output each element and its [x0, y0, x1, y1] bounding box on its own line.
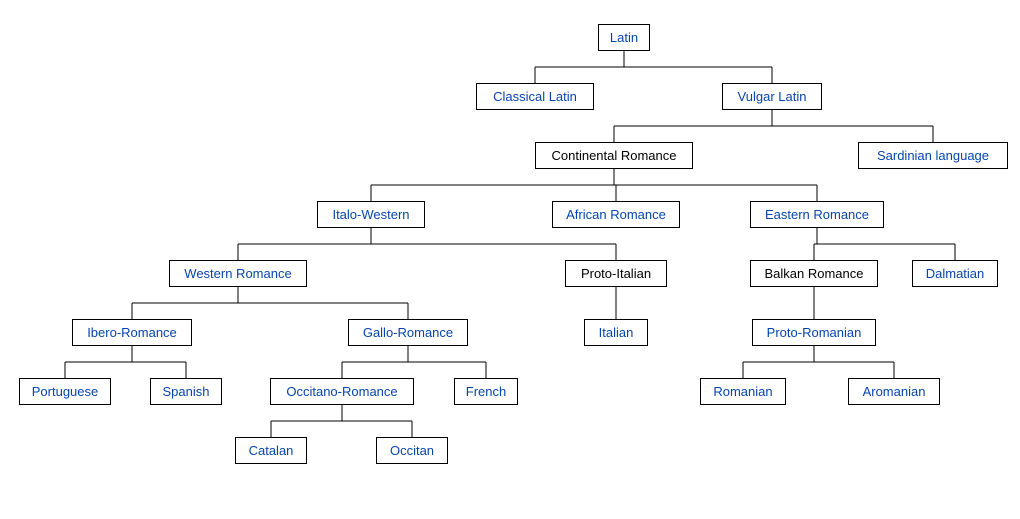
- node-continental-romance: Continental Romance: [535, 142, 693, 169]
- node-african-romance[interactable]: African Romance: [552, 201, 680, 228]
- node-occitano-romance[interactable]: Occitano-Romance: [270, 378, 414, 405]
- node-label: Italo-Western: [332, 207, 409, 222]
- node-vulgar-latin[interactable]: Vulgar Latin: [722, 83, 822, 110]
- node-label: Latin: [610, 30, 638, 45]
- node-label: Balkan Romance: [765, 266, 864, 281]
- node-label: Romanian: [713, 384, 772, 399]
- node-ibero-romance[interactable]: Ibero-Romance: [72, 319, 192, 346]
- node-portuguese[interactable]: Portuguese: [19, 378, 111, 405]
- node-spanish[interactable]: Spanish: [150, 378, 222, 405]
- node-label: Gallo-Romance: [363, 325, 453, 340]
- node-label: Sardinian language: [877, 148, 989, 163]
- node-label: Eastern Romance: [765, 207, 869, 222]
- node-label: Vulgar Latin: [738, 89, 807, 104]
- node-gallo-romance[interactable]: Gallo-Romance: [348, 319, 468, 346]
- node-eastern-romance[interactable]: Eastern Romance: [750, 201, 884, 228]
- node-label: Aromanian: [863, 384, 926, 399]
- node-latin[interactable]: Latin: [598, 24, 650, 51]
- node-italian[interactable]: Italian: [584, 319, 648, 346]
- node-label: Occitano-Romance: [286, 384, 397, 399]
- node-label: Ibero-Romance: [87, 325, 177, 340]
- node-label: Proto-Romanian: [767, 325, 862, 340]
- node-balkan-romance: Balkan Romance: [750, 260, 878, 287]
- node-label: Spanish: [163, 384, 210, 399]
- node-label: Western Romance: [184, 266, 291, 281]
- node-aromanian[interactable]: Aromanian: [848, 378, 940, 405]
- node-proto-romanian[interactable]: Proto-Romanian: [752, 319, 876, 346]
- node-dalmatian[interactable]: Dalmatian: [912, 260, 998, 287]
- node-italo-western[interactable]: Italo-Western: [317, 201, 425, 228]
- node-label: Catalan: [249, 443, 294, 458]
- node-label: Italian: [599, 325, 634, 340]
- node-sardinian[interactable]: Sardinian language: [858, 142, 1008, 169]
- node-catalan[interactable]: Catalan: [235, 437, 307, 464]
- language-tree-canvas: Latin Classical Latin Vulgar Latin Continen…: [0, 0, 1020, 519]
- node-label: Portuguese: [32, 384, 99, 399]
- node-romanian[interactable]: Romanian: [700, 378, 786, 405]
- node-label: French: [466, 384, 506, 399]
- node-french[interactable]: French: [454, 378, 518, 405]
- node-western-romance[interactable]: Western Romance: [169, 260, 307, 287]
- node-label: African Romance: [566, 207, 666, 222]
- node-label: Proto-Italian: [581, 266, 651, 281]
- node-label: Dalmatian: [926, 266, 985, 281]
- node-label: Classical Latin: [493, 89, 577, 104]
- node-classical-latin[interactable]: Classical Latin: [476, 83, 594, 110]
- node-proto-italian: Proto-Italian: [565, 260, 667, 287]
- node-label: Continental Romance: [551, 148, 676, 163]
- node-label: Occitan: [390, 443, 434, 458]
- node-occitan[interactable]: Occitan: [376, 437, 448, 464]
